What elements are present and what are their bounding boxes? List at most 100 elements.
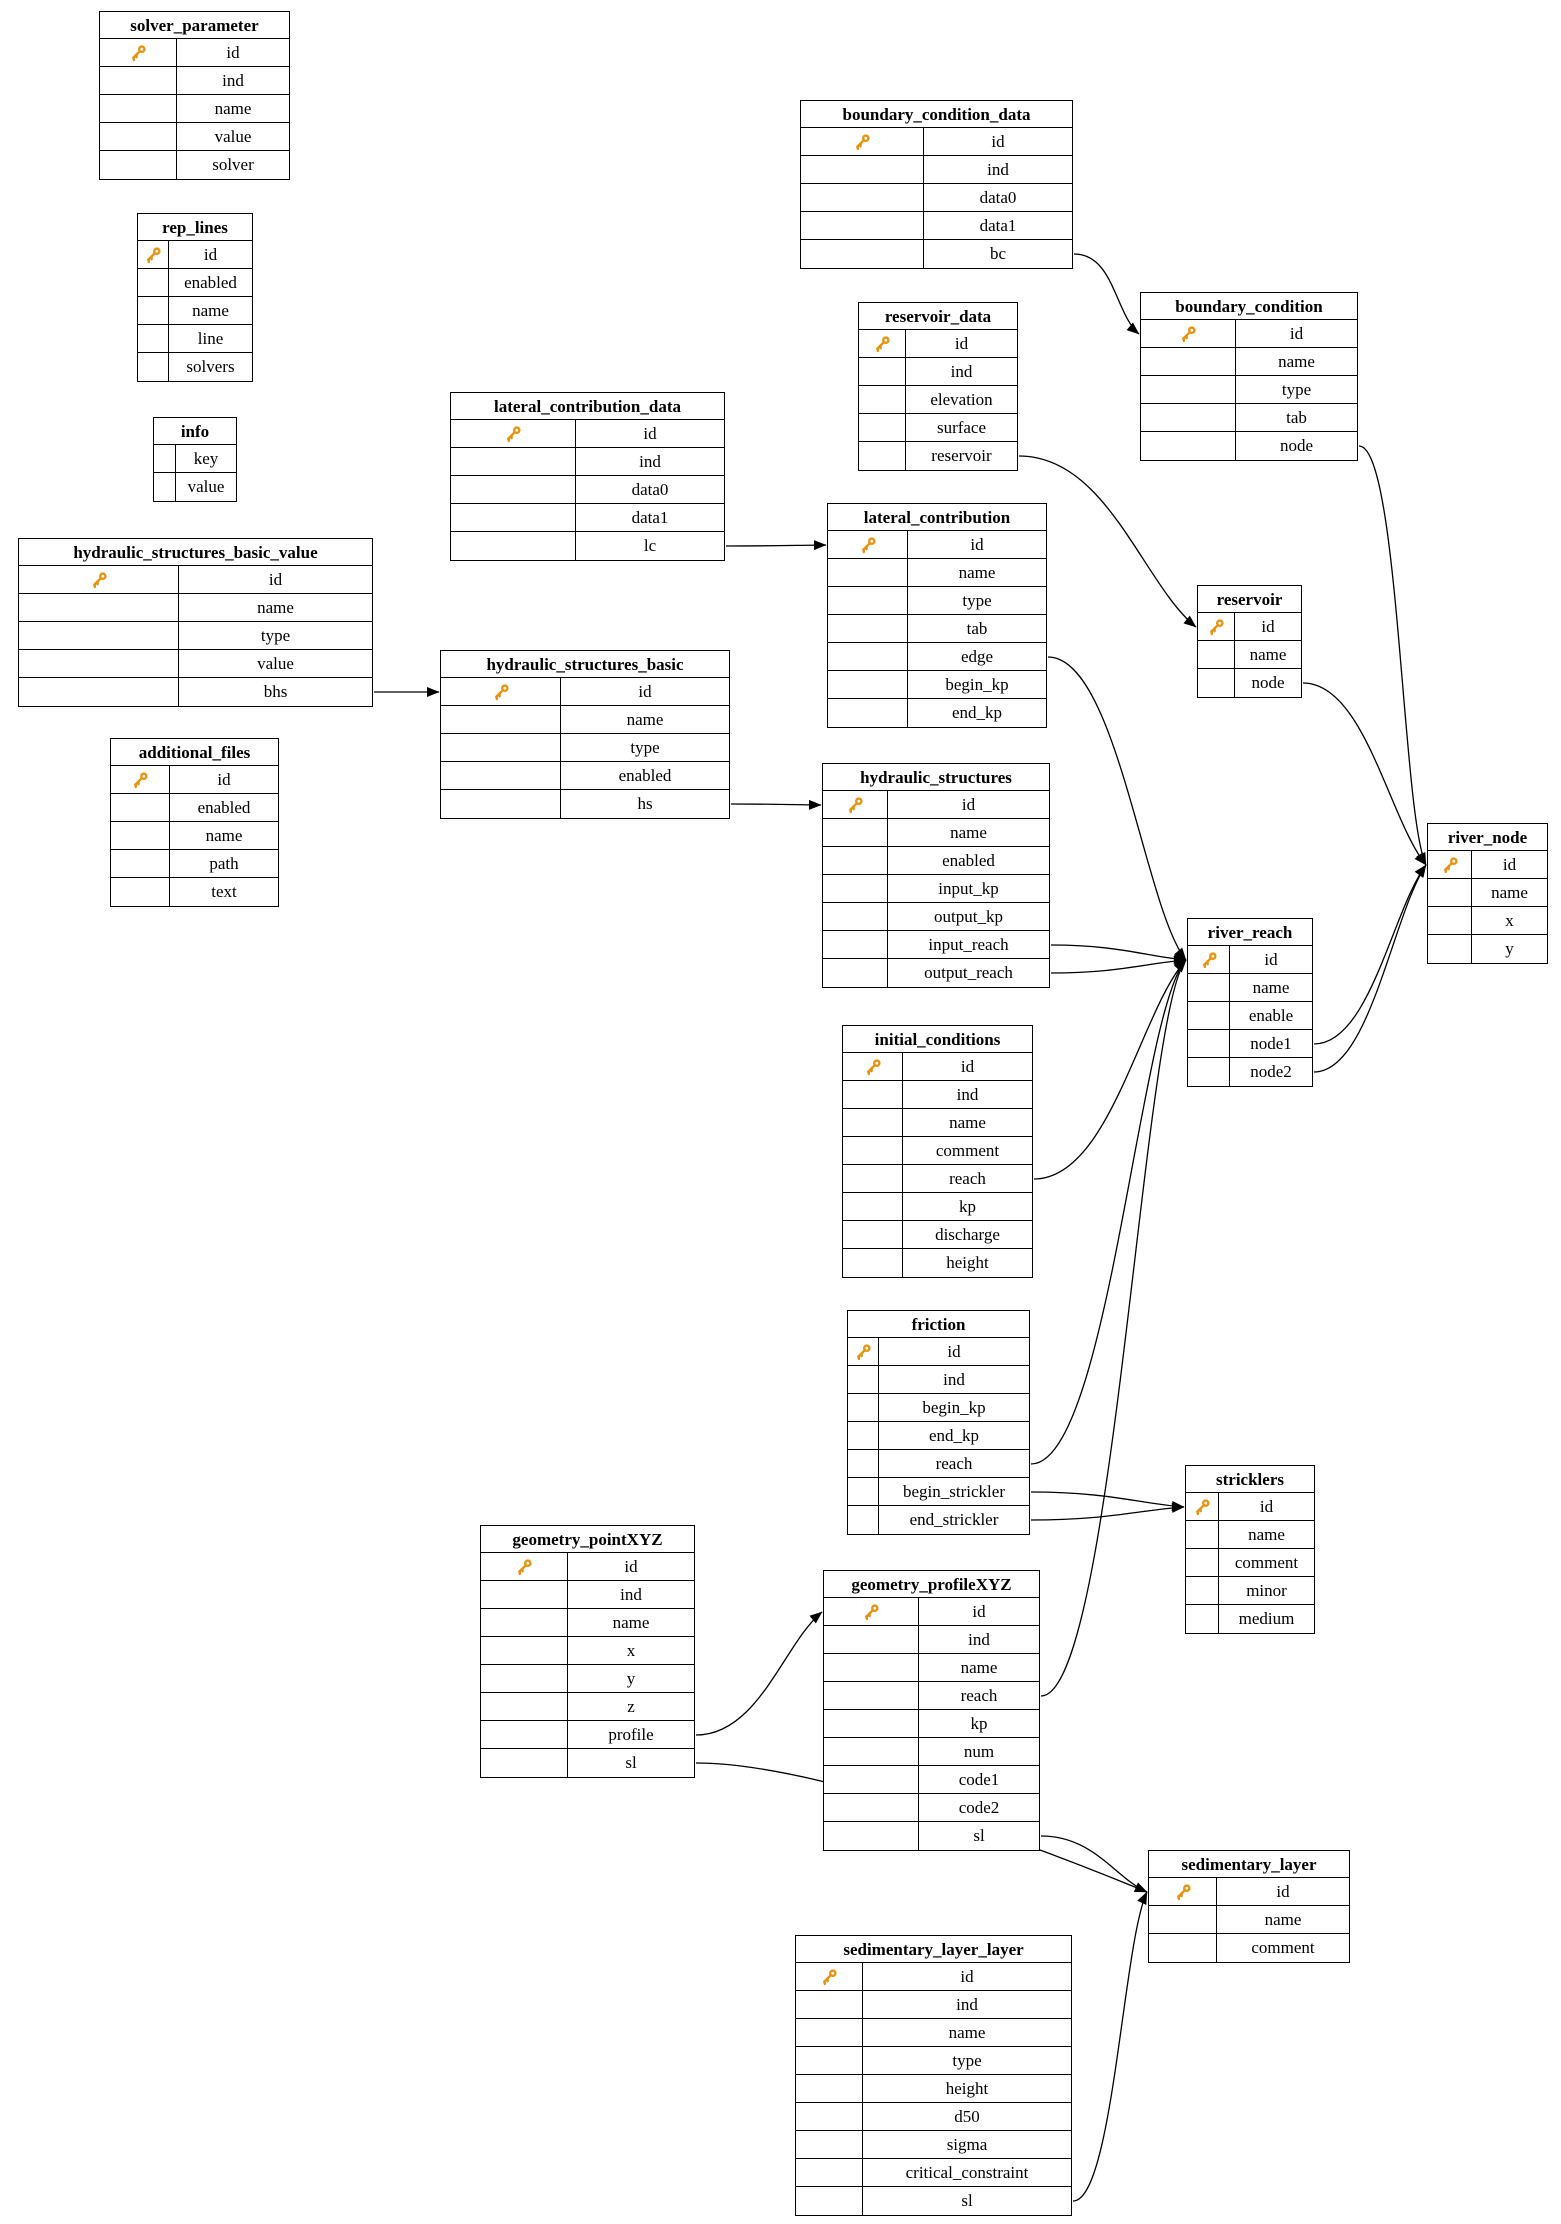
key-cell	[843, 1165, 903, 1192]
key-cell	[848, 1450, 879, 1477]
field-name: profile	[608, 1724, 654, 1744]
key-icon	[1202, 951, 1217, 968]
table-row: code1	[824, 1766, 1039, 1794]
field-name: enabled	[942, 850, 995, 870]
table-row: discharge	[843, 1221, 1032, 1249]
table-reservoir_data: reservoir_data id ind elevation surface reser…	[858, 302, 1018, 471]
field-name: id	[203, 244, 218, 264]
field-name: node2	[1250, 1062, 1292, 1081]
table-title: hydraulic_structures_basic_value	[19, 539, 372, 566]
field-name: id	[1264, 949, 1278, 969]
table-row: enabled	[111, 794, 278, 822]
field-name: name	[1252, 977, 1290, 997]
key-icon	[856, 133, 870, 150]
key-cell	[859, 358, 906, 385]
key-cell	[154, 445, 176, 472]
relationship-edge-friction-end_strickler	[1030, 1502, 1185, 1521]
table-row: name	[843, 1109, 1032, 1137]
key-icon	[876, 335, 890, 352]
table-row: ind	[100, 67, 289, 95]
table-row: begin_strickler	[848, 1478, 1029, 1506]
table-row: id	[1141, 320, 1357, 348]
table-row: name	[823, 819, 1049, 847]
table-row: input_reach	[823, 931, 1049, 959]
table-row: reach	[848, 1450, 1029, 1478]
table-title: boundary_condition	[1141, 293, 1357, 320]
table-row: type	[796, 2047, 1071, 2075]
primary-key-cell	[1186, 1493, 1219, 1520]
field-name: id	[954, 333, 969, 353]
table-row: reach	[843, 1165, 1032, 1193]
key-cell	[828, 699, 908, 727]
table-row: id	[138, 241, 252, 269]
table-title: sedimentary_layer_layer	[796, 1936, 1071, 1963]
relationship-edge-geometry_pointXYZ-profile	[695, 1611, 823, 1736]
table-row: id	[1198, 613, 1301, 641]
key-cell	[481, 1749, 568, 1777]
table-row: bhs	[19, 678, 372, 706]
key-cell	[843, 1081, 903, 1108]
table-title: additional_files	[111, 739, 278, 766]
field-name: data0	[979, 187, 1017, 207]
field-name: name	[1491, 882, 1528, 902]
table-initial_conditions: initial_conditions id ind name comment reach k…	[842, 1025, 1033, 1278]
table-title: initial_conditions	[843, 1026, 1032, 1053]
field-name: node	[1251, 673, 1285, 692]
key-cell	[481, 1609, 568, 1636]
key-cell	[1198, 641, 1235, 668]
table-row: id	[451, 420, 724, 448]
table-row: path	[111, 850, 278, 878]
key-cell	[1186, 1605, 1219, 1633]
relationship-edge-friction-reach	[1030, 959, 1187, 1465]
key-cell	[1186, 1549, 1219, 1576]
table-row: height	[796, 2075, 1071, 2103]
field-name: code2	[958, 1797, 1000, 1817]
key-cell	[796, 2187, 863, 2215]
table-row: ind	[801, 156, 1072, 184]
key-icon	[494, 683, 509, 700]
key-cell	[481, 1693, 568, 1720]
table-row: critical_constraint	[796, 2159, 1071, 2187]
table-row: id	[111, 766, 278, 794]
table-row: sl	[481, 1749, 694, 1777]
field-name: id	[970, 534, 984, 554]
table-row: begin_kp	[828, 671, 1046, 699]
table-row: id	[441, 678, 729, 706]
table-row: enabled	[138, 269, 252, 297]
key-cell	[451, 504, 576, 531]
table-row: data0	[801, 184, 1072, 212]
field-name: d50	[954, 2106, 980, 2126]
primary-key-cell	[848, 1338, 879, 1365]
table-title: rep_lines	[138, 214, 252, 241]
relationship-edge-hydraulic_structures-input_reach	[1050, 944, 1187, 964]
field-name: solvers	[186, 357, 235, 376]
field-name: ind	[222, 70, 244, 90]
table-row: enabled	[823, 847, 1049, 875]
field-name: type	[952, 2050, 982, 2070]
field-name: key	[193, 448, 219, 468]
table-friction: friction id ind begin_kp end_kp reach begin_st…	[847, 1310, 1030, 1535]
field-name: line	[197, 328, 224, 348]
key-cell	[796, 2103, 863, 2130]
field-name: sl	[625, 1753, 637, 1772]
key-cell	[823, 819, 888, 846]
table-row: id	[481, 1553, 694, 1581]
field-name: reservoir	[931, 446, 992, 465]
key-cell	[111, 822, 170, 849]
key-cell	[828, 671, 908, 698]
key-cell	[843, 1193, 903, 1220]
field-name: value	[257, 653, 294, 673]
field-name: data1	[631, 507, 669, 527]
field-name: end_kp	[951, 703, 1003, 722]
table-river_reach: river_reach id name enable node1 node2	[1187, 918, 1313, 1087]
key-cell	[100, 95, 177, 122]
table-row: data0	[451, 476, 724, 504]
key-cell	[859, 414, 906, 441]
table-row: id	[1186, 1493, 1314, 1521]
field-name: id	[226, 42, 240, 62]
field-name: begin_strickler	[903, 1481, 1005, 1501]
key-cell	[138, 353, 169, 381]
table-row: sl	[824, 1822, 1039, 1850]
table-row: kp	[824, 1710, 1039, 1738]
table-row: sigma	[796, 2131, 1071, 2159]
